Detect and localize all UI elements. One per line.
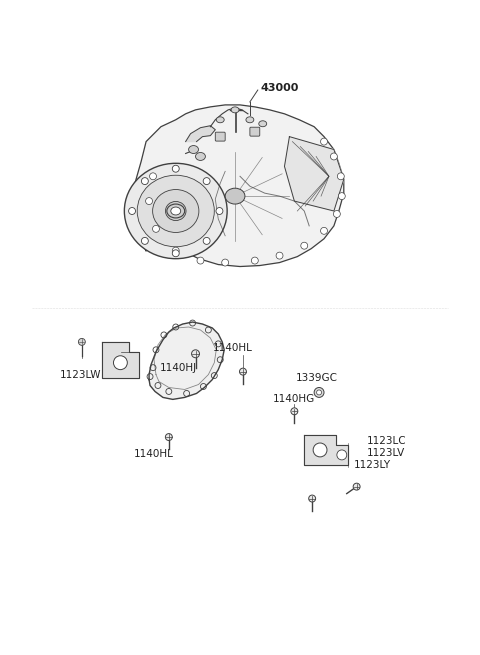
Text: 1123LY: 1123LY [354,460,391,470]
Ellipse shape [137,176,214,247]
Ellipse shape [153,189,199,233]
Circle shape [353,483,360,490]
Ellipse shape [189,145,199,153]
Circle shape [203,237,210,244]
Polygon shape [102,342,139,377]
Circle shape [252,257,258,264]
Ellipse shape [231,107,239,113]
Circle shape [334,210,340,217]
Circle shape [291,408,298,415]
Circle shape [338,193,345,200]
Ellipse shape [171,207,180,215]
Circle shape [150,173,156,179]
Circle shape [172,247,179,254]
Text: 43000: 43000 [261,83,299,93]
Circle shape [216,208,223,214]
Circle shape [172,250,179,257]
Ellipse shape [167,204,185,218]
FancyBboxPatch shape [250,127,260,136]
Circle shape [276,252,283,259]
Circle shape [314,388,324,398]
FancyBboxPatch shape [216,132,225,141]
Circle shape [145,198,153,204]
Circle shape [321,138,327,145]
Polygon shape [304,435,348,465]
Circle shape [337,173,344,179]
Text: 1123LC: 1123LC [367,436,406,446]
Polygon shape [285,137,344,211]
Circle shape [309,495,316,502]
Circle shape [321,227,327,234]
Circle shape [142,178,148,185]
Circle shape [129,208,135,214]
Circle shape [301,242,308,249]
Circle shape [172,165,179,172]
Circle shape [317,390,322,395]
Circle shape [153,225,159,233]
Ellipse shape [246,117,254,122]
Polygon shape [131,105,344,267]
Circle shape [313,443,327,457]
Ellipse shape [216,117,224,122]
Text: 1140HL: 1140HL [213,343,253,353]
Ellipse shape [259,121,267,126]
Circle shape [240,368,246,375]
Ellipse shape [195,153,205,160]
Circle shape [166,434,172,441]
Polygon shape [186,126,216,141]
Ellipse shape [166,202,186,221]
Polygon shape [149,322,224,400]
Ellipse shape [124,163,227,259]
Circle shape [78,339,85,345]
Circle shape [330,153,337,160]
Circle shape [222,259,228,266]
Circle shape [203,178,210,185]
Text: 1140HG: 1140HG [273,394,315,404]
Text: 1140HJ: 1140HJ [160,363,197,373]
Text: 1140HL: 1140HL [134,449,174,459]
Text: 1123LV: 1123LV [367,448,405,458]
Circle shape [192,350,200,358]
Circle shape [337,450,347,460]
Ellipse shape [225,188,245,204]
Circle shape [113,356,127,369]
Circle shape [197,257,204,264]
Text: 1339GC: 1339GC [296,373,338,383]
Text: 1123LW: 1123LW [60,369,102,380]
Circle shape [142,237,148,244]
